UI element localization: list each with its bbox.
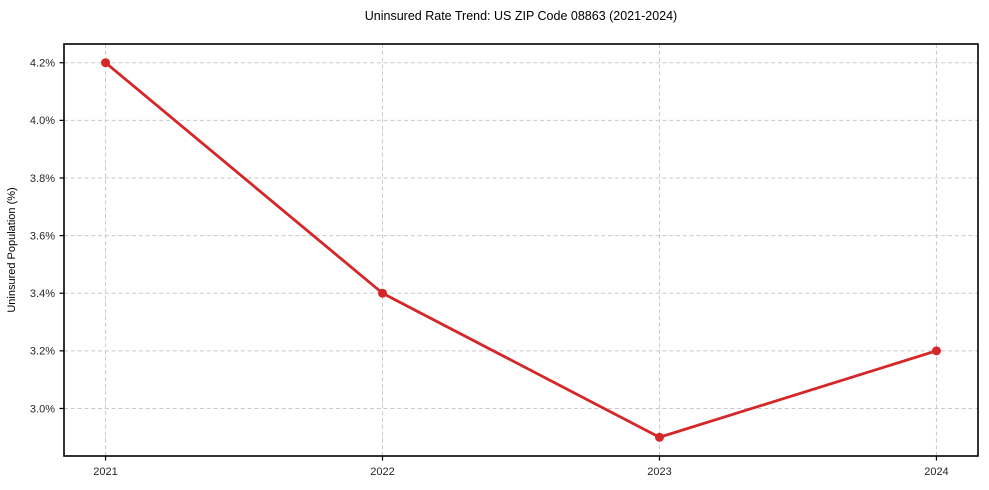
- y-tick-label: 3.6%: [30, 230, 55, 242]
- y-tick-label: 4.2%: [30, 58, 55, 70]
- axis-layer: 3.0% 3.2% 3.4% 3.6% 3.8% 4.0% 4.2% 2021 2022 2023…: [30, 43, 979, 478]
- data-point: [654, 432, 664, 442]
- y-tick-label: 4.0%: [30, 115, 55, 127]
- y-tick-label: 3.4%: [30, 288, 55, 300]
- y-tick-label: 3.0%: [30, 403, 55, 415]
- y-tick-label: 3.8%: [30, 173, 55, 185]
- y-axis-label: Uninsured Population (%): [6, 187, 18, 312]
- data-point: [101, 58, 111, 68]
- plot-border: [63, 43, 979, 457]
- x-tick-label: 2023: [647, 466, 671, 478]
- x-tick-label: 2021: [93, 466, 117, 478]
- data-point: [931, 346, 941, 356]
- chart-title: Uninsured Rate Trend: US ZIP Code 08863 …: [365, 9, 677, 23]
- x-tick-label: 2024: [924, 466, 948, 478]
- data-point: [378, 288, 388, 298]
- grid-layer: [64, 44, 978, 456]
- series-layer: [101, 58, 941, 442]
- y-tick-label: 3.2%: [30, 346, 55, 358]
- x-tick-label: 2022: [370, 466, 394, 478]
- trend-line: [104, 61, 938, 439]
